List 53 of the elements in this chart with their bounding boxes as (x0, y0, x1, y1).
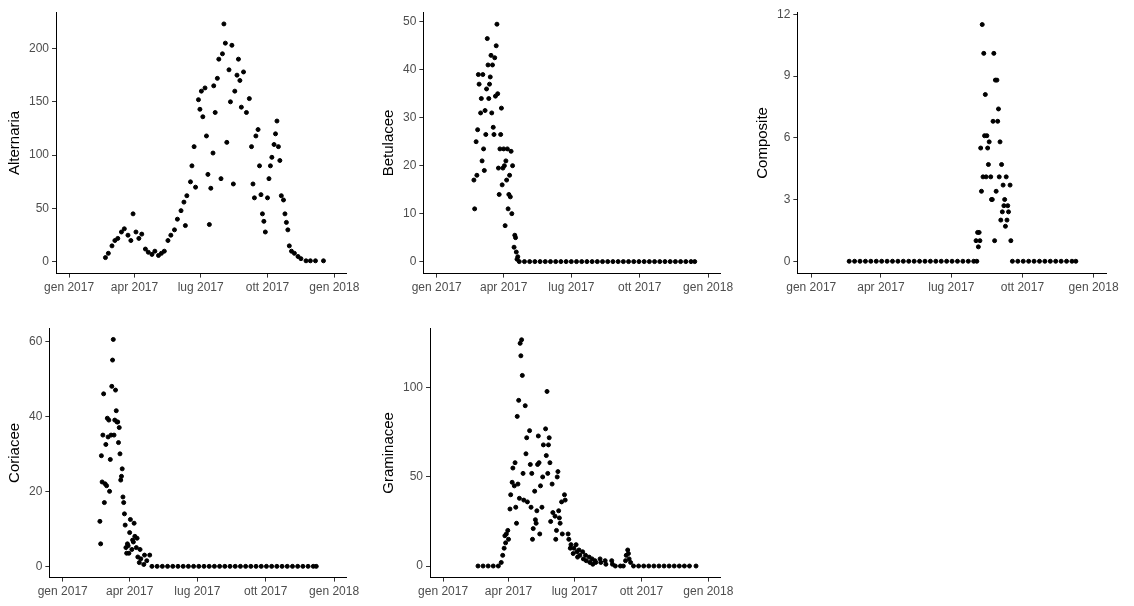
x-tick-label: lug 2017 (548, 280, 595, 295)
y-axis-title: Graminacee (379, 412, 397, 494)
x-tick-label: gen 2017 (37, 584, 89, 599)
y-axis-title: Composite (753, 107, 771, 179)
x-tick-label: ott 2017 (1000, 280, 1045, 295)
x-tick-label: apr 2017 (484, 584, 533, 599)
x-tick-label: gen 2017 (411, 280, 463, 295)
y-tick-label: 0 (42, 254, 50, 269)
y-tick-label: 9 (783, 68, 791, 83)
x-tick-label: ott 2017 (245, 280, 290, 295)
y-tick-label: 20 (28, 483, 43, 498)
y-tick-label: 40 (402, 62, 417, 77)
y-tick-label: 50 (35, 200, 50, 215)
x-tick-label: gen 2018 (309, 280, 360, 295)
y-tick-label: 0 (416, 558, 424, 573)
y-tick-label: 50 (409, 469, 424, 484)
y-tick-label: 10 (402, 205, 417, 220)
y-tick-label: 12 (776, 6, 791, 21)
x-tick-label: ott 2017 (619, 584, 664, 599)
y-tick-label: 0 (35, 558, 43, 573)
x-tick-label: apr 2017 (479, 280, 528, 295)
y-axis-title: Betulacee (379, 109, 397, 177)
y-tick-label: 60 (28, 333, 43, 348)
y-tick-label: 40 (28, 408, 43, 423)
x-tick-label: ott 2017 (618, 280, 662, 295)
y-tick-label: 50 (402, 14, 417, 29)
x-tick-label: lug 2017 (174, 584, 221, 599)
y-tick-label: 0 (783, 253, 791, 268)
y-tick-label: 30 (402, 110, 417, 125)
y-tick-label: 150 (28, 94, 50, 109)
x-tick-label: gen 2017 (44, 280, 95, 295)
y-axis-title: Alternaria (5, 110, 23, 175)
x-tick-label: gen 2018 (309, 584, 360, 599)
y-axis-title: Coriacee (5, 422, 23, 483)
x-tick-label: gen 2017 (418, 584, 469, 599)
y-tick-label: 0 (409, 253, 417, 268)
y-tick-label: 200 (28, 40, 50, 55)
x-tick-label: gen 2017 (786, 280, 837, 295)
x-tick-label: ott 2017 (244, 584, 288, 599)
x-tick-label: apr 2017 (857, 280, 905, 295)
x-tick-label: gen 2018 (1068, 280, 1119, 295)
x-tick-label: gen 2018 (683, 280, 734, 295)
y-tick-label: 3 (783, 191, 791, 206)
y-tick-label: 20 (402, 158, 417, 172)
x-tick-label: lug 2017 (551, 584, 598, 599)
x-tick-label: lug 2017 (177, 280, 224, 295)
x-tick-label: apr 2017 (105, 584, 154, 599)
y-tick-label: 100 (28, 147, 50, 162)
x-tick-label: apr 2017 (110, 280, 159, 295)
x-tick-label: lug 2017 (928, 280, 975, 295)
y-tick-label: 100 (402, 380, 424, 395)
x-tick-label: gen 2018 (683, 584, 734, 599)
y-tick-label: 6 (783, 130, 791, 145)
